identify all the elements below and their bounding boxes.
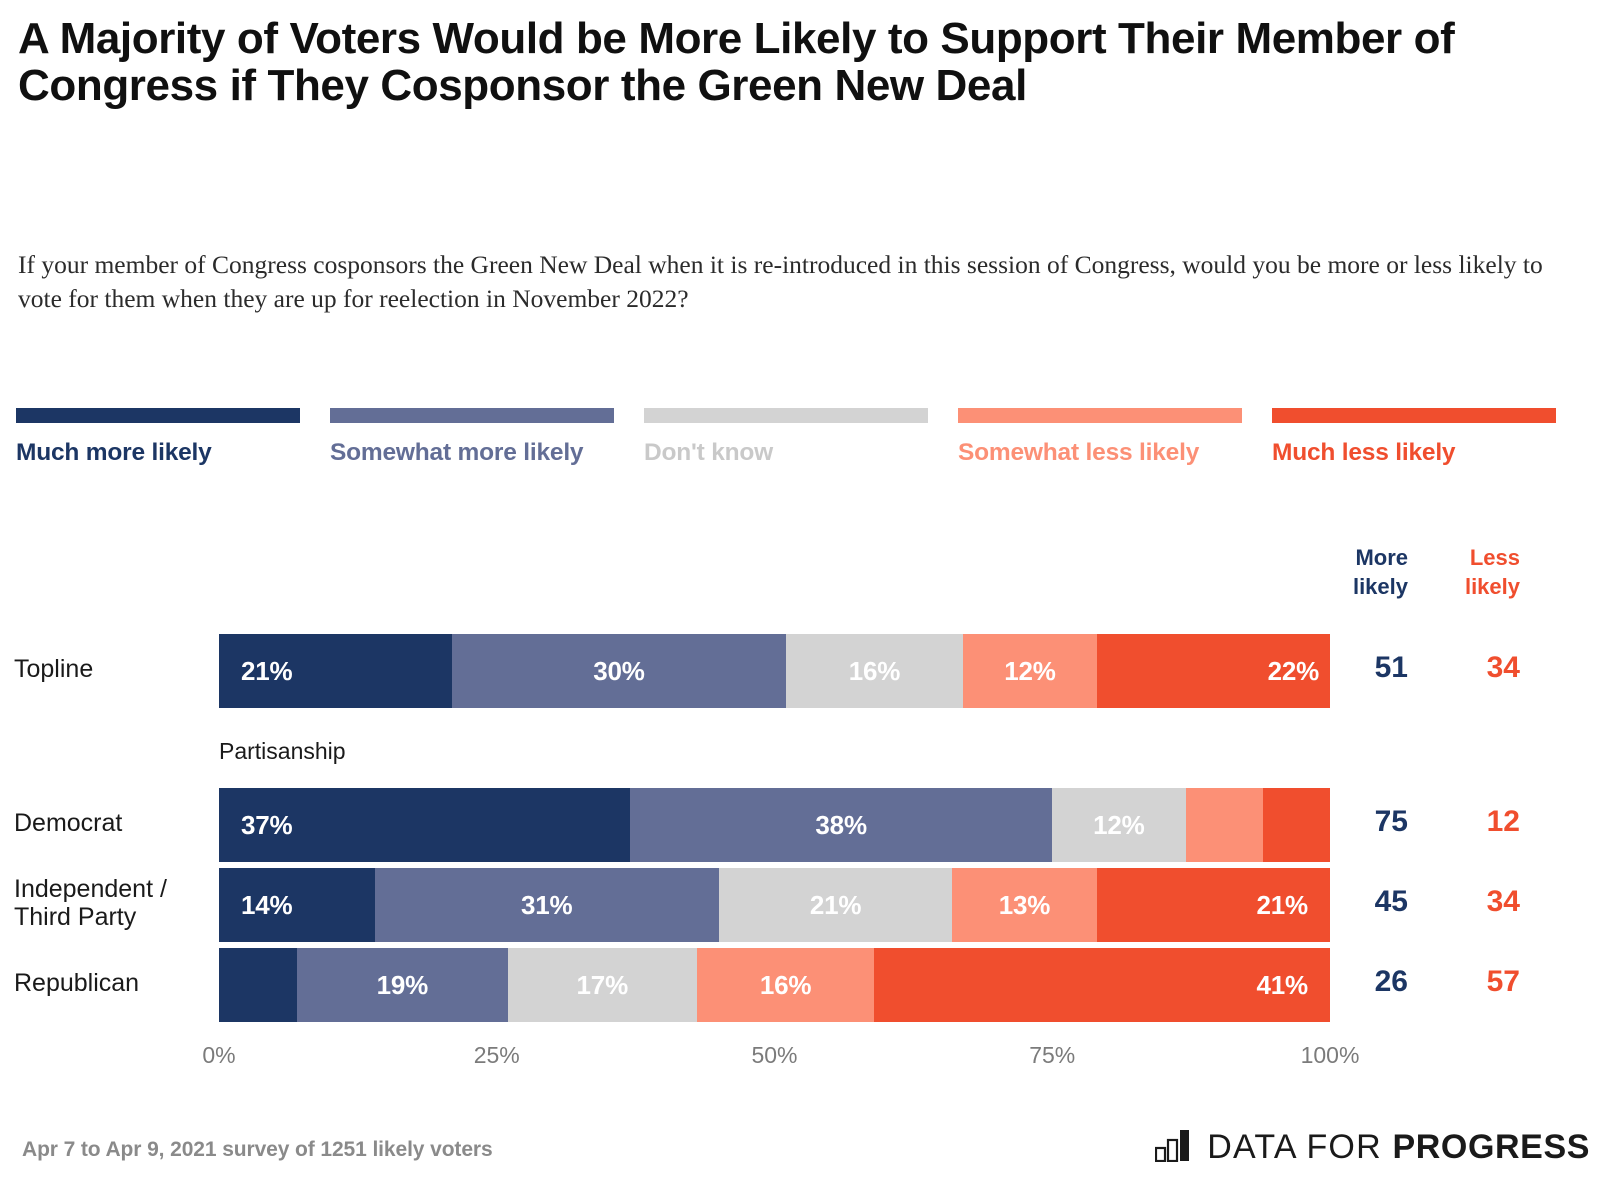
chart-subtitle: If your member of Congress cosponsors th… (18, 250, 1543, 314)
legend-label: Don't know (644, 439, 774, 466)
legend-item: Somewhat less likely (958, 408, 1272, 468)
bar-segment: 37% (219, 788, 631, 862)
legend-label: Much more likely (16, 439, 212, 466)
summary-value-more-likely: 75 (1374, 805, 1408, 838)
bar-segment: 21% (219, 634, 453, 708)
stacked-bar: 14% 31% 21% 13% 21% (219, 868, 1330, 942)
row-label: Republican (14, 969, 140, 997)
bar-segment-label: 21% (809, 889, 862, 920)
bar-segment-label: 31% (521, 889, 573, 920)
bar-segment: 38% (630, 788, 1053, 862)
bar-segment: 16% (696, 948, 875, 1022)
bar-segment (1263, 788, 1330, 862)
bar-segment: 31% (374, 868, 719, 942)
legend-swatch (1272, 408, 1556, 423)
bar-segment: 13% (952, 868, 1097, 942)
summary-header-less-likely: Less likely (1464, 545, 1520, 599)
bar-segment-label: 30% (593, 655, 645, 686)
bar-segment: 21% (1096, 868, 1330, 942)
stacked-bar: 37% 38% 12% (219, 788, 1330, 862)
bar-segment: 30% (452, 634, 786, 708)
legend-item: Somewhat more likely (330, 408, 644, 468)
bar-segment: 12% (1052, 788, 1186, 862)
x-axis-tick: 0% (202, 1042, 236, 1068)
bar-segment-label: 13% (998, 889, 1051, 920)
bar-segment-label: 16% (848, 655, 901, 686)
bar-segment-label: 12% (1004, 655, 1056, 686)
bar-segment (1185, 788, 1264, 862)
summary-value-more-likely: 45 (1374, 885, 1408, 918)
bar-segment: 41% (874, 948, 1330, 1022)
brand-name-light: DATA FOR (1207, 1128, 1393, 1166)
brand-logo: DATA FOR PROGRESS (1155, 1128, 1590, 1167)
legend-label: Much less likely (1272, 439, 1456, 466)
summary-value-less-likely: 12 (1486, 805, 1520, 838)
brand-name-bold: PROGRESS (1392, 1128, 1590, 1166)
x-axis-tick: 100% (1300, 1042, 1360, 1068)
bar-segment: 22% (1096, 634, 1330, 708)
row-label: Independent / Third Party (14, 875, 167, 931)
bar-segment-label: 41% (1256, 969, 1309, 1000)
summary-value-less-likely: 34 (1486, 651, 1520, 684)
x-axis-tick: 50% (751, 1042, 798, 1068)
bar-segment-label: 38% (815, 809, 867, 840)
bar-segment: 16% (785, 634, 964, 708)
x-axis-tick: 75% (1029, 1042, 1076, 1068)
summary-value-less-likely: 57 (1486, 965, 1520, 998)
chart-legend: Much more likely Somewhat more likely Don'… (16, 408, 1586, 468)
bar-segment-label: 37% (241, 809, 293, 840)
x-axis: 0% 25% 50% 75% 100% (202, 1042, 1359, 1078)
bar-segment-label: 21% (1256, 889, 1309, 920)
stacked-bar: 19% 17% 16% 41% (219, 948, 1330, 1022)
group-header-partisanship: Partisanship (219, 738, 346, 764)
legend-swatch (330, 408, 614, 423)
legend-label: Somewhat less likely (958, 439, 1200, 466)
legend-item: Much less likely (1272, 408, 1586, 468)
bar-segment-label: 17% (576, 969, 629, 1000)
bar-segment (219, 948, 297, 1022)
summary-value-more-likely: 51 (1374, 651, 1408, 684)
x-axis-tick: 25% (473, 1042, 520, 1068)
summary-header-more-likely: More likely (1352, 545, 1408, 599)
bar-segment: 19% (296, 948, 508, 1022)
legend-label: Somewhat more likely (330, 439, 584, 466)
legend-swatch (16, 408, 300, 423)
summary-value-less-likely: 34 (1486, 885, 1520, 918)
bar-chart-icon (1155, 1128, 1193, 1167)
bar-segment-label: 21% (241, 655, 293, 686)
bar-segment: 21% (718, 868, 953, 942)
bar-segment: 17% (507, 948, 697, 1022)
legend-item: Much more likely (16, 408, 330, 468)
row-label: Topline (14, 655, 94, 683)
legend-swatch (644, 408, 928, 423)
source-note: Apr 7 to Apr 9, 2021 survey of 1251 like… (22, 1138, 493, 1161)
stacked-bar: 21% 30% 16% 12% 22% (219, 634, 1330, 708)
bar-segment: 12% (963, 634, 1097, 708)
legend-item: Don't know (644, 408, 958, 468)
bar-segment-label: 16% (759, 969, 812, 1000)
bar-segment-label: 22% (1267, 655, 1320, 686)
summary-value-more-likely: 26 (1374, 965, 1408, 998)
chart-title: A Majority of Voters Would be More Likel… (18, 14, 1455, 110)
bar-segment-label: 19% (376, 969, 429, 1000)
bar-segment-label: 14% (241, 889, 293, 920)
row-label: Democrat (14, 809, 123, 837)
bar-segment: 14% (219, 868, 375, 942)
bar-segment-label: 12% (1093, 809, 1145, 840)
brand-name: DATA FOR PROGRESS (1207, 1128, 1590, 1167)
legend-swatch (958, 408, 1242, 423)
